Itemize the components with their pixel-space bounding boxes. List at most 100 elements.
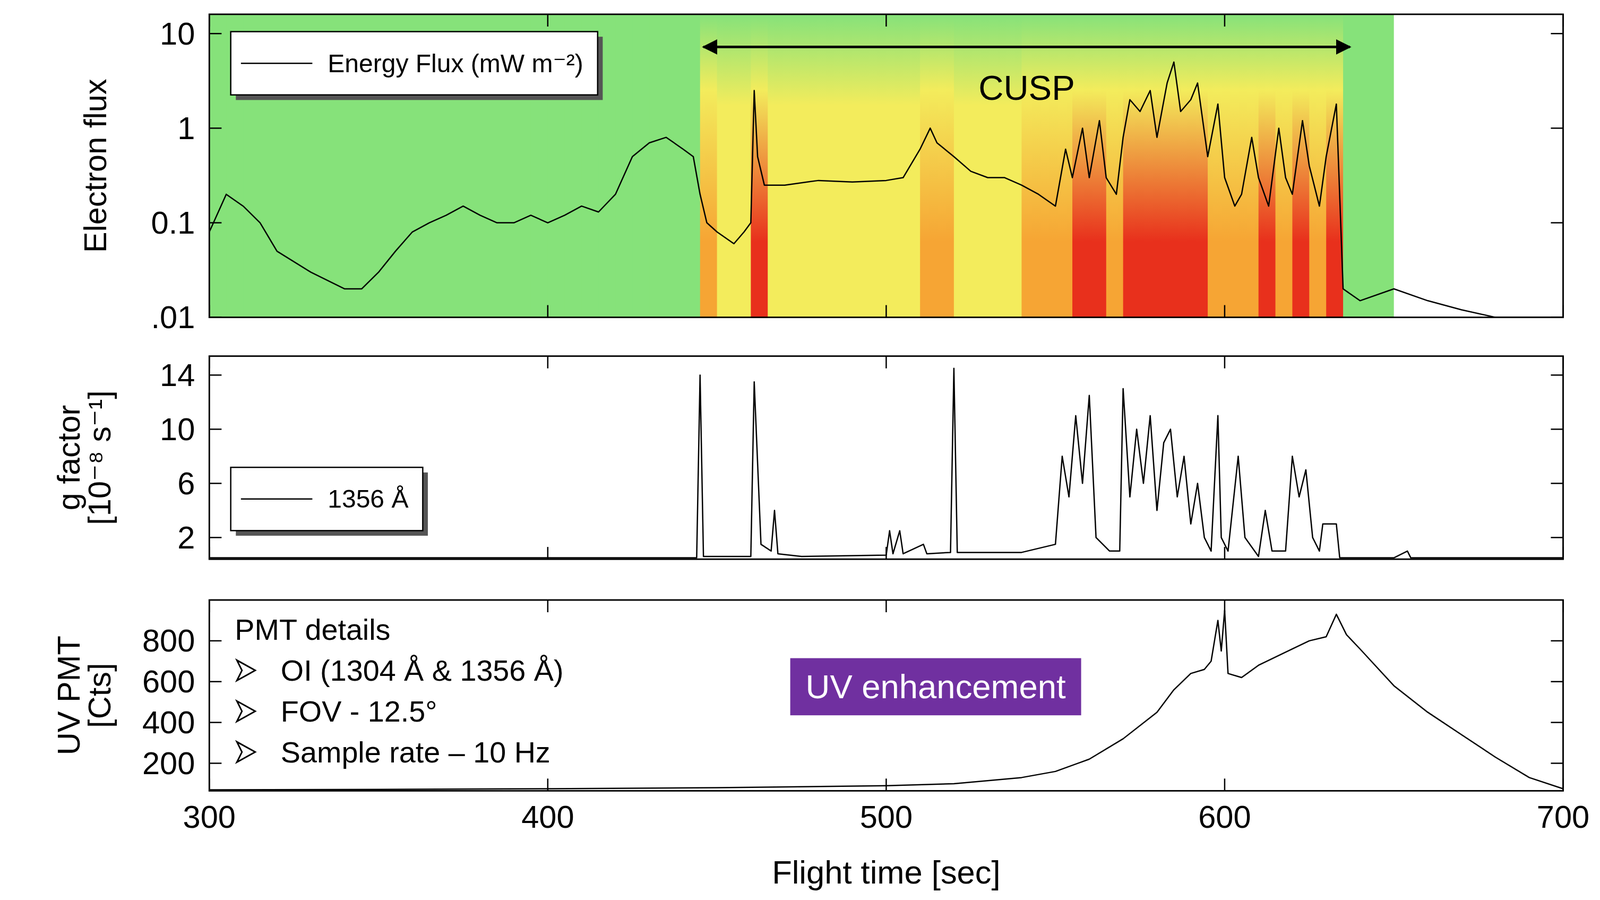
spectrogram-cell xyxy=(885,14,904,318)
y-tick xyxy=(209,640,222,642)
x-tick-label: 400 xyxy=(521,798,574,835)
y-axis-label-line: [10⁻⁸ s⁻¹] xyxy=(81,390,118,526)
y-tick xyxy=(1550,721,1563,723)
x-tick xyxy=(547,305,549,318)
legend-label: Energy Flux (mW m⁻²) xyxy=(327,49,584,78)
spectrogram-cell xyxy=(970,14,989,318)
y-tick-label: 400 xyxy=(142,704,195,741)
y-axis-label-line: [Cts] xyxy=(81,662,118,728)
y-tick-label: 600 xyxy=(142,663,195,700)
series-line xyxy=(209,368,1563,558)
spectrogram-cell xyxy=(1326,14,1344,318)
x-tick xyxy=(547,14,549,27)
spectrogram-cell xyxy=(1021,14,1039,318)
spectrogram-cell xyxy=(1106,14,1124,318)
spectrogram-cell xyxy=(1343,14,1361,318)
spectrogram-cell xyxy=(733,14,752,318)
spectrogram-cell xyxy=(987,14,1006,318)
spectrogram-cell xyxy=(1140,14,1158,318)
spectrogram-cell xyxy=(1173,14,1192,318)
x-tick xyxy=(547,546,549,559)
y-tick xyxy=(209,428,222,430)
spectrogram-cell xyxy=(784,14,803,318)
x-tick xyxy=(1224,14,1226,27)
x-tick xyxy=(208,546,210,559)
y-axis-label: UV PMT[Cts] xyxy=(50,635,118,755)
spectrogram-cell xyxy=(1292,14,1310,318)
x-tick xyxy=(1562,599,1564,613)
spectrogram-cell xyxy=(1512,14,1530,318)
spectrogram-cell xyxy=(1156,14,1175,318)
y-tick xyxy=(1550,221,1563,223)
y-tick xyxy=(1550,316,1563,318)
x-tick xyxy=(1562,778,1564,791)
pmt-item: Sample rate – 10 Hz xyxy=(280,735,551,769)
spectrogram-cell xyxy=(1529,14,1547,318)
x-tick xyxy=(1562,356,1564,369)
bullet xyxy=(236,659,256,681)
spectrogram-cell xyxy=(1411,14,1429,318)
plot-frame xyxy=(209,356,1563,559)
spectrogram-cell xyxy=(953,14,972,318)
spectrogram-cell xyxy=(1377,14,1395,318)
legend-box xyxy=(230,31,598,96)
legend-swatch xyxy=(241,497,313,500)
uv-box xyxy=(790,658,1082,716)
spectrogram-cell xyxy=(1394,14,1412,318)
spectrogram-cell xyxy=(818,14,837,318)
spectrogram-cell xyxy=(902,14,921,318)
y-tick xyxy=(1550,640,1563,642)
plot-area xyxy=(209,609,1563,790)
spectrogram-cell xyxy=(1309,14,1327,318)
spectrogram-cell xyxy=(919,14,938,318)
legend-label: 1356 Å xyxy=(327,484,409,513)
spectrogram-cell xyxy=(869,14,888,318)
x-tick xyxy=(208,778,210,791)
y-tick xyxy=(209,680,222,682)
x-tick xyxy=(208,14,210,27)
y-axis-label: g factor[10⁻⁸ s⁻¹] xyxy=(50,390,118,526)
y-axis-label: Electron flux xyxy=(77,78,114,253)
spectrogram-cell xyxy=(615,14,633,318)
x-tick xyxy=(885,14,887,27)
spectrogram-cell xyxy=(1495,14,1513,318)
y-tick-label: 800 xyxy=(142,622,195,659)
y-tick xyxy=(209,221,222,223)
x-tick xyxy=(208,305,210,318)
bullet xyxy=(236,741,256,762)
y-tick-label: 10 xyxy=(159,411,195,447)
y-tick xyxy=(1550,374,1563,376)
y-axis-label-line: Electron flux xyxy=(77,78,114,253)
y-tick-label: 14 xyxy=(159,357,195,393)
y-tick-label: 0.1 xyxy=(151,204,196,241)
x-tick xyxy=(1224,599,1226,613)
spectrogram-cell xyxy=(1478,14,1496,318)
x-tick xyxy=(1224,356,1226,369)
spectrogram-cell xyxy=(1055,14,1073,318)
spectrogram-cell xyxy=(852,14,871,318)
spectrogram-cell xyxy=(649,14,667,318)
spectrogram-cell xyxy=(1004,14,1023,318)
spectrogram-cell xyxy=(717,14,735,318)
x-tick xyxy=(885,546,887,559)
y-tick xyxy=(1550,127,1563,129)
x-tick xyxy=(547,599,549,613)
x-tick xyxy=(1224,778,1226,791)
pmt-title: PMT details xyxy=(234,613,391,647)
x-tick xyxy=(885,305,887,318)
y-tick xyxy=(209,32,222,34)
x-tick xyxy=(885,599,887,613)
x-tick xyxy=(1562,546,1564,559)
plot-area xyxy=(209,14,1563,318)
x-tick xyxy=(885,356,887,369)
x-tick xyxy=(1224,546,1226,559)
spectrogram-cell xyxy=(1207,14,1226,318)
x-axis-label: Flight time [sec] xyxy=(771,853,1001,891)
x-tick xyxy=(208,599,210,613)
y-tick xyxy=(1550,32,1563,34)
spectrogram-cell xyxy=(1444,14,1462,318)
pmt-item: FOV - 12.5° xyxy=(280,694,438,728)
y-tick xyxy=(209,316,222,318)
y-tick xyxy=(209,374,222,376)
y-tick xyxy=(1550,482,1563,484)
